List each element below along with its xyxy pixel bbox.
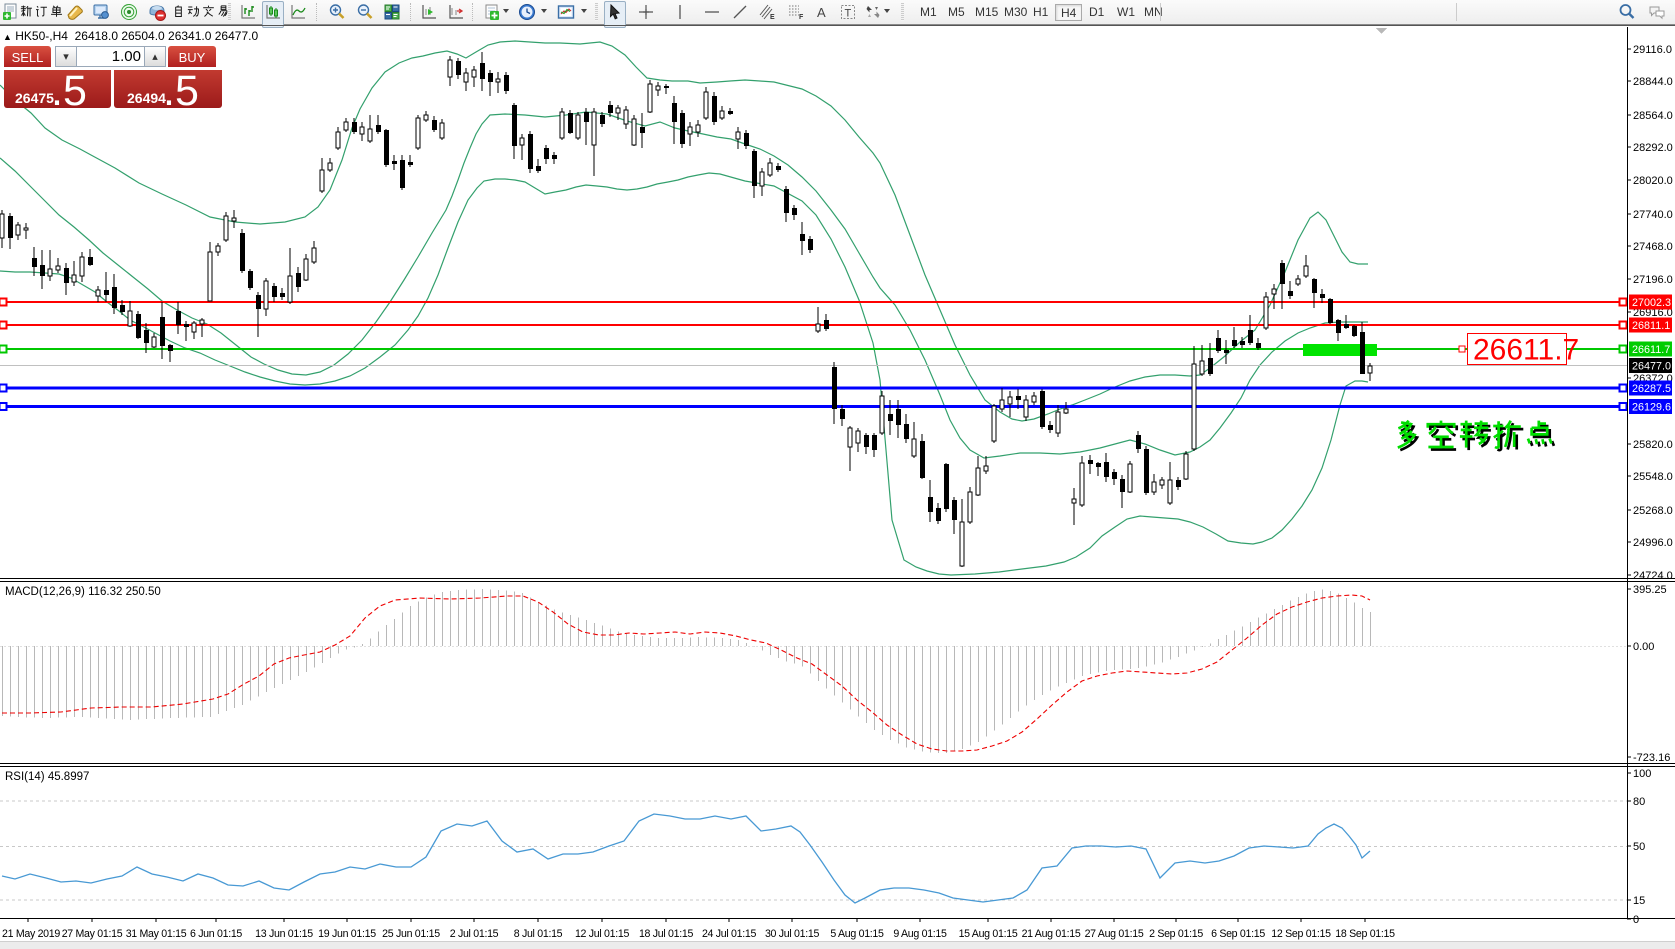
svg-text:28564.0: 28564.0 [1633,110,1673,122]
svg-text:25548.0: 25548.0 [1633,471,1673,483]
svg-text:395.25: 395.25 [1633,584,1667,596]
svg-text:25268.0: 25268.0 [1633,505,1673,517]
svg-text:80: 80 [1633,796,1645,808]
svg-text:2 Jul 01:15: 2 Jul 01:15 [450,928,499,940]
svg-text:26611.7: 26611.7 [1473,334,1579,367]
svg-text:26916.0: 26916.0 [1633,307,1673,319]
svg-text:A: A [817,5,826,20]
svg-text:29116.0: 29116.0 [1633,44,1672,56]
svg-text:26611.7: 26611.7 [1632,344,1670,356]
svg-text:-723.16: -723.16 [1633,752,1670,764]
svg-text:18 Jul 01:15: 18 Jul 01:15 [639,928,694,940]
svg-text:E: E [770,14,775,21]
svg-text:6 Jun 01:15: 6 Jun 01:15 [190,928,242,940]
svg-text:100: 100 [1633,768,1651,780]
svg-text:12 Sep 01:15: 12 Sep 01:15 [1271,928,1331,940]
svg-text:26477.0: 26477.0 [1632,361,1671,373]
svg-text:28844.0: 28844.0 [1633,76,1673,88]
svg-text:6 Sep 01:15: 6 Sep 01:15 [1211,928,1265,940]
svg-text:5 Aug 01:15: 5 Aug 01:15 [830,928,884,940]
svg-text:27 Aug 01:15: 27 Aug 01:15 [1085,928,1144,940]
svg-text:24996.0: 24996.0 [1633,537,1673,549]
svg-text:24 Jul 01:15: 24 Jul 01:15 [702,928,757,940]
svg-text:24724.0: 24724.0 [1633,570,1673,582]
svg-text:28292.0: 28292.0 [1633,142,1673,154]
svg-text:F: F [799,14,804,21]
svg-text:12 Jul 01:15: 12 Jul 01:15 [575,928,630,940]
svg-text:RSI(14) 45.8997: RSI(14) 45.8997 [5,771,89,783]
svg-text:0.00: 0.00 [1633,641,1654,653]
svg-text:27196.0: 27196.0 [1633,274,1673,286]
svg-text:50: 50 [1633,841,1645,853]
svg-text:27 May 01:15: 27 May 01:15 [62,928,123,940]
svg-text:26287.5: 26287.5 [1632,383,1671,395]
svg-text:25820.0: 25820.0 [1633,439,1673,451]
svg-text:31 May 01:15: 31 May 01:15 [126,928,187,940]
svg-text:9 Aug 01:15: 9 Aug 01:15 [893,928,947,940]
svg-text:T: T [845,8,852,20]
svg-text:2 Sep 01:15: 2 Sep 01:15 [1149,928,1203,940]
svg-text:26811.1: 26811.1 [1632,320,1670,332]
svg-text:30 Jul 01:15: 30 Jul 01:15 [765,928,820,940]
svg-text:MACD(12,26,9) 116.32 250.50: MACD(12,26,9) 116.32 250.50 [5,586,161,598]
svg-text:15 Aug 01:15: 15 Aug 01:15 [959,928,1018,940]
svg-text:19 Jun 01:15: 19 Jun 01:15 [318,928,376,940]
svg-text:21 Aug 01:15: 21 Aug 01:15 [1022,928,1081,940]
svg-text:18 Sep 01:15: 18 Sep 01:15 [1335,928,1395,940]
svg-text:8 Jul 01:15: 8 Jul 01:15 [514,928,563,940]
svg-text:27002.3: 27002.3 [1632,297,1671,309]
svg-text:15: 15 [1633,895,1645,907]
svg-text:28020.0: 28020.0 [1633,175,1673,187]
svg-text:0: 0 [1633,914,1639,926]
svg-text:26129.6: 26129.6 [1632,402,1671,414]
svg-text:13 Jun 01:15: 13 Jun 01:15 [255,928,313,940]
svg-text:27740.0: 27740.0 [1633,209,1673,221]
svg-text:21 May 2019: 21 May 2019 [2,928,60,940]
svg-text:25 Jun 01:15: 25 Jun 01:15 [382,928,440,940]
svg-text:27468.0: 27468.0 [1633,241,1673,253]
